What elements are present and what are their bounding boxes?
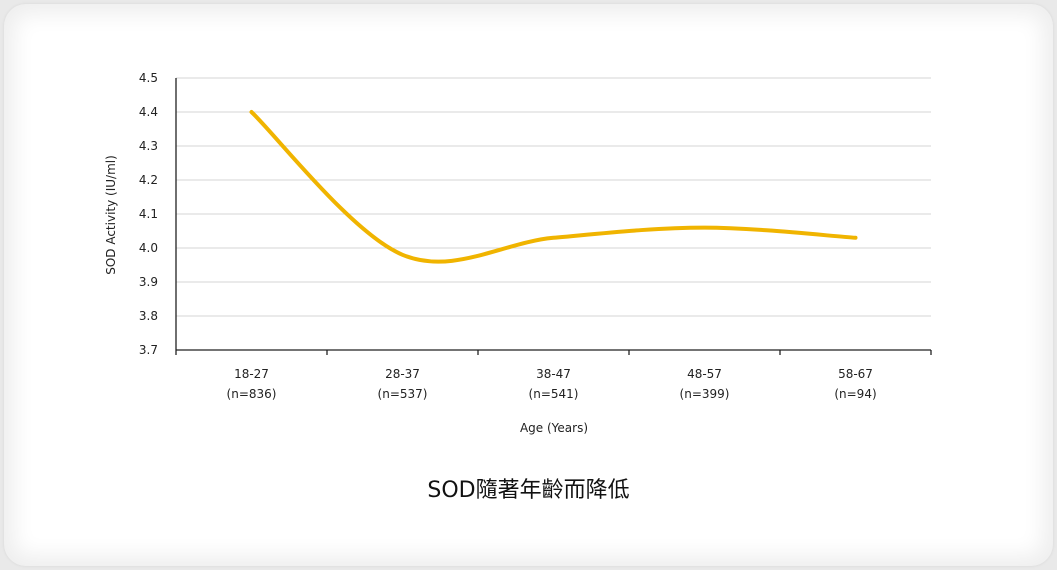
x-tick-label: 48-57 xyxy=(687,367,722,381)
y-tick-label: 4.5 xyxy=(139,71,158,85)
chart-caption: SOD隨著年齡而降低 xyxy=(427,478,630,503)
x-tick-count: (n=399) xyxy=(680,387,730,401)
y-tick-label: 4.4 xyxy=(139,105,158,119)
y-tick-label: 4.0 xyxy=(139,241,158,255)
y-tick-label: 3.8 xyxy=(139,309,158,323)
series-line xyxy=(249,110,858,264)
x-tick-label: 28-37 xyxy=(385,367,420,381)
y-tick-label: 3.7 xyxy=(139,343,158,357)
gridlines xyxy=(176,77,931,317)
axes xyxy=(175,78,932,355)
x-tick-label: 58-67 xyxy=(838,367,873,381)
series-group xyxy=(249,110,858,264)
chart-card xyxy=(4,4,1053,566)
y-tick-label: 4.1 xyxy=(139,207,158,221)
x-axis-title: Age (Years) xyxy=(520,421,588,435)
y-tick-label: 4.2 xyxy=(139,173,158,187)
x-tick-label: 38-47 xyxy=(536,367,571,381)
y-axis-title: SOD Activity (IU/ml) xyxy=(104,155,118,275)
x-tick-count: (n=537) xyxy=(378,387,428,401)
x-tick-count: (n=836) xyxy=(227,387,277,401)
x-tick-labels: 18-27 (n=836) 28-37 (n=537) 38-47 (n=541) 48-5… xyxy=(227,367,877,401)
y-tick-label: 3.9 xyxy=(139,275,158,289)
x-tick-count: (n=541) xyxy=(529,387,579,401)
y-tick-labels: 3.7 3.8 3.9 4.0 4.1 4.2 4.3 4.4 4.5 xyxy=(139,71,158,357)
x-tick-label: 18-27 xyxy=(234,367,269,381)
x-tick-count: (n=94) xyxy=(834,387,876,401)
y-tick-label: 4.3 xyxy=(139,139,158,153)
